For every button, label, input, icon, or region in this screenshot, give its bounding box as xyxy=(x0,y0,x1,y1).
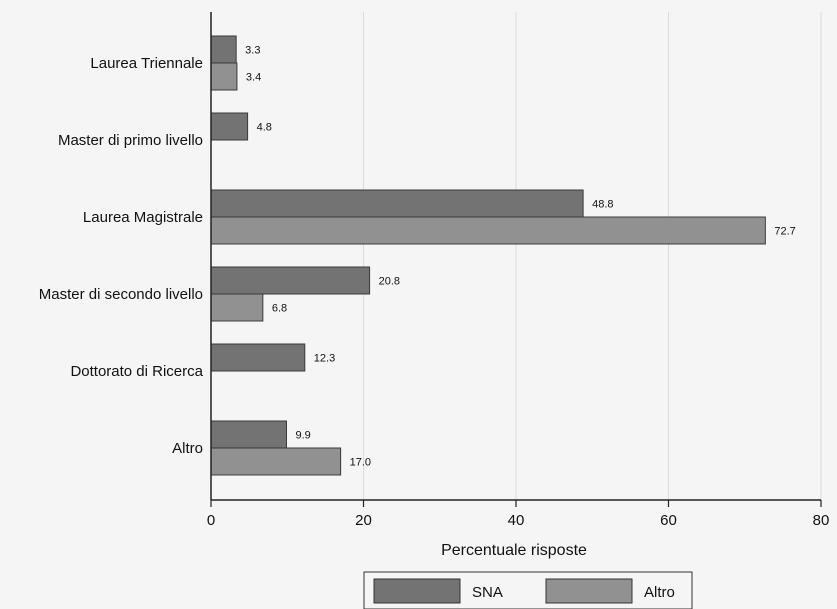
data-label: 12.3 xyxy=(314,353,335,365)
category-label: Master di secondo livello xyxy=(39,286,203,303)
data-label: 9.9 xyxy=(295,430,310,442)
category-label: Dottorato di Ricerca xyxy=(70,363,203,380)
data-label: 48.8 xyxy=(592,199,613,211)
x-tick-label: 80 xyxy=(813,512,830,529)
x-axis-title: Percentuale risposte xyxy=(441,542,587,559)
bar xyxy=(210,447,342,476)
data-label: 4.8 xyxy=(257,122,272,134)
category-label: Altro xyxy=(172,440,203,457)
bar xyxy=(210,343,306,372)
bar xyxy=(210,216,766,245)
legend-label: SNA xyxy=(472,584,503,601)
bar xyxy=(210,35,237,64)
category-label: Laurea Triennale xyxy=(90,55,203,72)
legend-swatch xyxy=(373,578,461,604)
data-label: 17.0 xyxy=(350,457,371,469)
category-labels: Laurea Triennale Master di primo livello L… xyxy=(39,55,204,457)
bar xyxy=(210,189,584,218)
x-ticks: 0 20 40 60 80 xyxy=(207,500,830,529)
bars xyxy=(210,35,766,476)
data-label: 6.8 xyxy=(272,303,287,315)
category-label: Master di primo livello xyxy=(58,132,203,149)
bar xyxy=(210,420,287,449)
bar xyxy=(210,112,249,141)
gridlines xyxy=(363,12,822,500)
legend: SNA Altro xyxy=(363,571,693,609)
x-tick-label: 0 xyxy=(207,512,215,529)
x-tick-label: 20 xyxy=(355,512,372,529)
data-labels: 3.3 3.4 4.8 48.8 72.7 20.8 6.8 12.3 9.9 17.0 xyxy=(245,45,796,469)
x-tick-label: 60 xyxy=(660,512,677,529)
legend-label: Altro xyxy=(644,584,675,601)
data-label: 3.3 xyxy=(245,45,260,57)
data-label: 3.4 xyxy=(246,72,261,84)
bar xyxy=(210,266,371,295)
bar xyxy=(210,62,238,91)
legend-swatch xyxy=(545,578,633,604)
data-label: 20.8 xyxy=(379,276,400,288)
data-label: 72.7 xyxy=(774,226,795,238)
bar xyxy=(210,293,264,322)
category-label: Laurea Magistrale xyxy=(83,209,203,226)
x-tick-label: 40 xyxy=(508,512,525,529)
